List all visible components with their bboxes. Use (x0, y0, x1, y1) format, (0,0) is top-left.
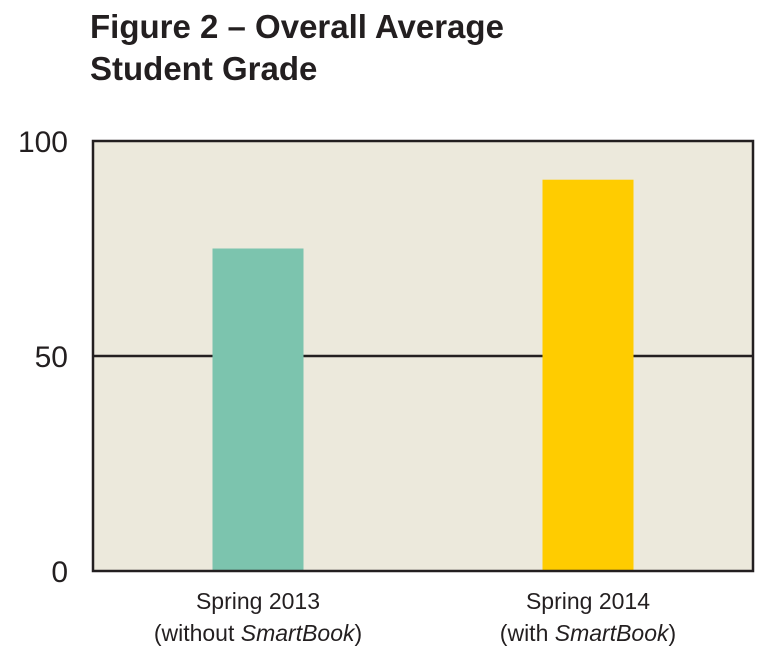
chart-title: Figure 2 – Overall Average Student Grade (90, 6, 504, 90)
chart-title-line-2: Student Grade (90, 50, 318, 87)
plot-frame (91, 139, 755, 573)
bar-2 (542, 179, 634, 571)
x-category-line-2: (without SmartBook) (154, 620, 362, 646)
x-category-label-1: Spring 2013 (without SmartBook) (154, 588, 362, 646)
y-tick-label: 50 (35, 341, 68, 374)
x-category-label-2: Spring 2014 (with SmartBook) (500, 588, 676, 646)
x-category-line-1: Spring 2014 (526, 588, 650, 614)
x-category-line-2: (with SmartBook) (500, 620, 676, 646)
x-category-line-1: Spring 2013 (196, 588, 320, 614)
chart-title-line-1: Figure 2 – Overall Average (90, 8, 504, 45)
y-tick-label: 0 (51, 556, 68, 589)
y-tick-label: 100 (18, 126, 68, 159)
bar-1 (212, 248, 304, 571)
